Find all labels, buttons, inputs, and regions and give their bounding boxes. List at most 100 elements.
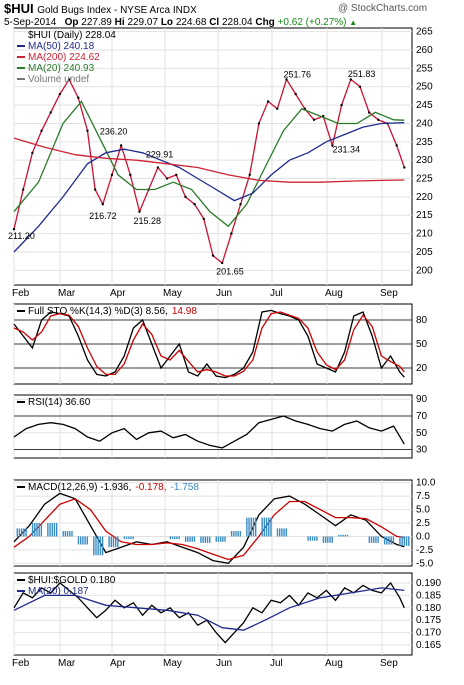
price-point bbox=[58, 92, 62, 96]
series-line-rsi-14- bbox=[13, 415, 405, 449]
y-tick-label: 250 bbox=[416, 82, 433, 93]
price-point bbox=[175, 173, 178, 177]
price-point bbox=[312, 118, 316, 121]
close-value: 228.04 bbox=[221, 17, 253, 28]
price-point bbox=[93, 188, 97, 191]
price-point bbox=[377, 118, 380, 121]
price-point bbox=[31, 151, 34, 155]
index-name: Gold Bugs Index - NYSE Arca INDX bbox=[37, 5, 197, 16]
x-tick-label: Apr bbox=[110, 658, 126, 669]
y-tick-label: 0.0 bbox=[416, 531, 430, 542]
y-tick-label: 215 bbox=[416, 210, 433, 221]
y-tick-label: 0.170 bbox=[416, 628, 441, 639]
high-value: 229.07 bbox=[127, 17, 159, 28]
y-tick-label: 255 bbox=[416, 63, 433, 74]
price-point bbox=[331, 144, 334, 147]
x-tick-label: Feb bbox=[12, 658, 30, 669]
y-tick-label: 50 bbox=[416, 428, 428, 439]
legend-entry: Full STO %K(14,3) %D(3) 8.56, bbox=[28, 306, 168, 317]
price-point bbox=[184, 195, 187, 199]
price-point bbox=[367, 111, 371, 114]
price-point bbox=[129, 173, 132, 177]
x-tick-label: Aug bbox=[325, 658, 343, 669]
x-tick-label: Sep bbox=[380, 658, 398, 669]
x-tick-label: Jul bbox=[270, 658, 283, 669]
price-point bbox=[77, 96, 80, 99]
series-line--hui-gold bbox=[13, 581, 405, 644]
x-tick-label: Apr bbox=[110, 288, 126, 299]
price-point bbox=[340, 103, 343, 107]
y-tick-label: 0.185 bbox=[416, 590, 441, 601]
x-tick-label: May bbox=[163, 288, 182, 299]
series-line-ma-20- bbox=[13, 587, 405, 631]
price-point bbox=[239, 203, 242, 206]
legend-entry: MA(20) 0.187 bbox=[28, 586, 89, 597]
price-point bbox=[395, 144, 398, 147]
legend-entry: $HUI (Daily) 228.04 bbox=[28, 30, 116, 41]
y-tick-label: 220 bbox=[416, 192, 433, 203]
series-line-ma-20- bbox=[13, 100, 405, 228]
legend-entry: MA(20) 240.93 bbox=[28, 63, 95, 74]
y-tick-label: 0.190 bbox=[416, 578, 441, 589]
price-point bbox=[248, 173, 251, 177]
quote-row: 5-Sep-2014 Op 227.89 Hi 229.07 Lo 224.68… bbox=[4, 17, 357, 28]
watermark: @ StockCharts.com bbox=[338, 3, 428, 14]
price-annotation: 216.72 bbox=[89, 211, 117, 221]
price-point bbox=[138, 210, 141, 213]
legend-entry: 14.98 bbox=[172, 306, 197, 317]
y-tick-label: -5.0 bbox=[416, 558, 434, 569]
price-annotation: 251.76 bbox=[284, 69, 312, 79]
price-annotation: 229.91 bbox=[146, 150, 174, 160]
price-point bbox=[49, 111, 52, 114]
price-point bbox=[101, 203, 104, 206]
y-tick-label: 210 bbox=[416, 229, 433, 240]
price-point bbox=[67, 78, 71, 81]
y-tick-label: 70 bbox=[416, 411, 428, 422]
y-tick-label: 205 bbox=[416, 247, 433, 258]
series-line-ma-50- bbox=[13, 122, 405, 253]
price-point bbox=[202, 217, 206, 221]
y-tick-label: 50 bbox=[416, 339, 428, 350]
x-tick-label: Feb bbox=[12, 288, 30, 299]
panel-frame-price bbox=[13, 27, 413, 286]
legend-entry: $HUI:$GOLD 0.180 bbox=[28, 575, 116, 586]
y-tick-label: 80 bbox=[416, 315, 428, 326]
price-point bbox=[358, 85, 362, 88]
y-tick-label: 2.5 bbox=[416, 518, 430, 529]
low-value: 224.68 bbox=[175, 17, 207, 28]
price-annotation: 231.34 bbox=[333, 144, 361, 154]
y-tick-label: 235 bbox=[416, 137, 433, 148]
price-point bbox=[230, 232, 233, 235]
price-point bbox=[21, 188, 25, 191]
change-value: +0.62 (+0.27%) bbox=[277, 17, 347, 28]
y-tick-label: -2.5 bbox=[416, 545, 434, 556]
legend-entry: MACD(12,26,9) -1.936, bbox=[28, 482, 131, 493]
x-tick-label: May bbox=[163, 658, 182, 669]
high-label: Hi bbox=[114, 17, 125, 28]
series-line--k bbox=[13, 309, 405, 379]
y-tick-label: 245 bbox=[416, 100, 433, 111]
change-label: Chg bbox=[255, 17, 275, 28]
price-point bbox=[110, 173, 114, 177]
price-point bbox=[294, 92, 297, 96]
y-tick-label: 0.175 bbox=[416, 615, 441, 626]
price-annotation: 211.20 bbox=[8, 231, 35, 241]
y-tick-label: 10.0 bbox=[416, 478, 436, 489]
y-tick-label: 265 bbox=[416, 27, 433, 38]
price-point bbox=[276, 107, 279, 110]
close-label: Cl bbox=[209, 17, 220, 28]
y-tick-label: 230 bbox=[416, 155, 433, 166]
y-tick-label: 20 bbox=[416, 363, 428, 374]
panel-frame-ratio bbox=[13, 572, 413, 656]
y-tick-label: 30 bbox=[416, 445, 428, 456]
y-tick-label: 7.5 bbox=[416, 491, 430, 502]
price-point bbox=[119, 144, 123, 147]
legend-entry: MA(50) 240.18 bbox=[28, 41, 95, 52]
series-line--d bbox=[13, 311, 405, 377]
x-tick-label: Sep bbox=[380, 288, 398, 299]
y-tick-label: 90 bbox=[416, 394, 428, 405]
ticker-symbol: $HUI bbox=[4, 1, 34, 16]
x-tick-label: Mar bbox=[58, 658, 76, 669]
